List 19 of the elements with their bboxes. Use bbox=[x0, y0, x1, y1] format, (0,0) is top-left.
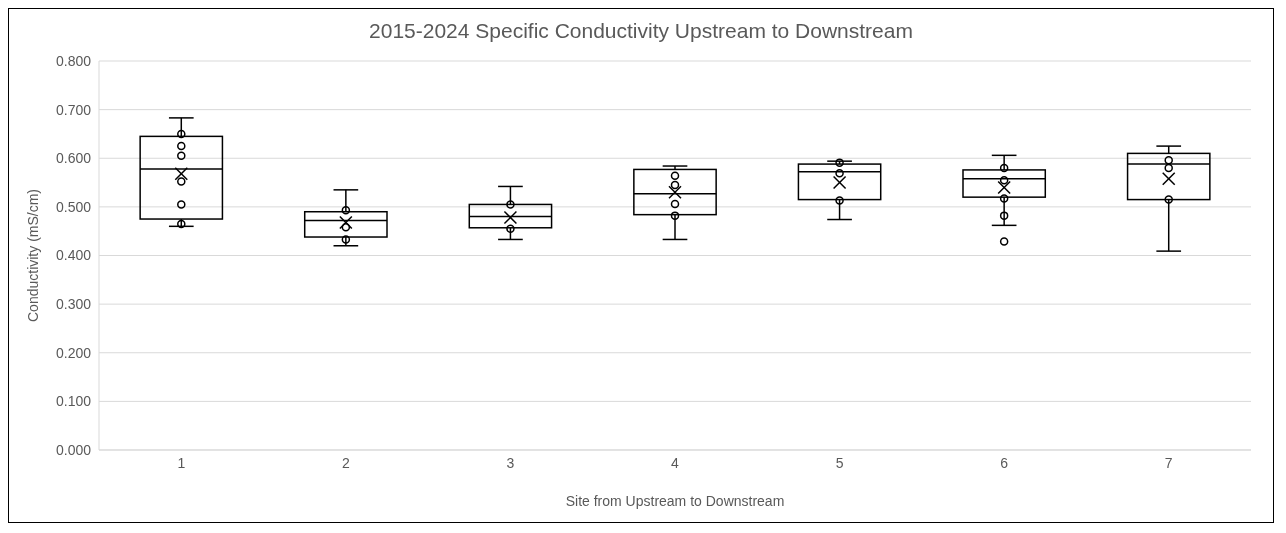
y-tick-label: 0.500 bbox=[55, 198, 92, 215]
x-axis-title: Site from Upstream to Downstream bbox=[565, 493, 785, 509]
y-tick-label: 0.200 bbox=[55, 344, 92, 361]
x-tick-label: 1 bbox=[177, 454, 186, 471]
x-tick-label: 7 bbox=[1164, 454, 1173, 471]
y-tick-label: 0.300 bbox=[55, 296, 92, 313]
x-tick-label: 3 bbox=[506, 454, 515, 471]
x-tick-label: 2 bbox=[341, 454, 350, 471]
y-tick-label: 0.700 bbox=[55, 101, 92, 118]
y-tick-label: 0.100 bbox=[55, 393, 92, 410]
x-tick-label: 6 bbox=[1000, 454, 1009, 471]
y-tick-label: 0.000 bbox=[55, 441, 92, 458]
chart-title: 2015-2024 Specific Conductivity Upstream to Downstream bbox=[368, 18, 914, 44]
y-tick-label: 0.600 bbox=[55, 150, 92, 167]
x-tick-label: 4 bbox=[671, 454, 680, 471]
y-tick-label: 0.800 bbox=[55, 52, 92, 69]
x-tick-label: 5 bbox=[835, 454, 844, 471]
y-axis-title: Conductivity (mS/cm) bbox=[24, 188, 41, 323]
y-tick-label: 0.400 bbox=[55, 247, 92, 264]
